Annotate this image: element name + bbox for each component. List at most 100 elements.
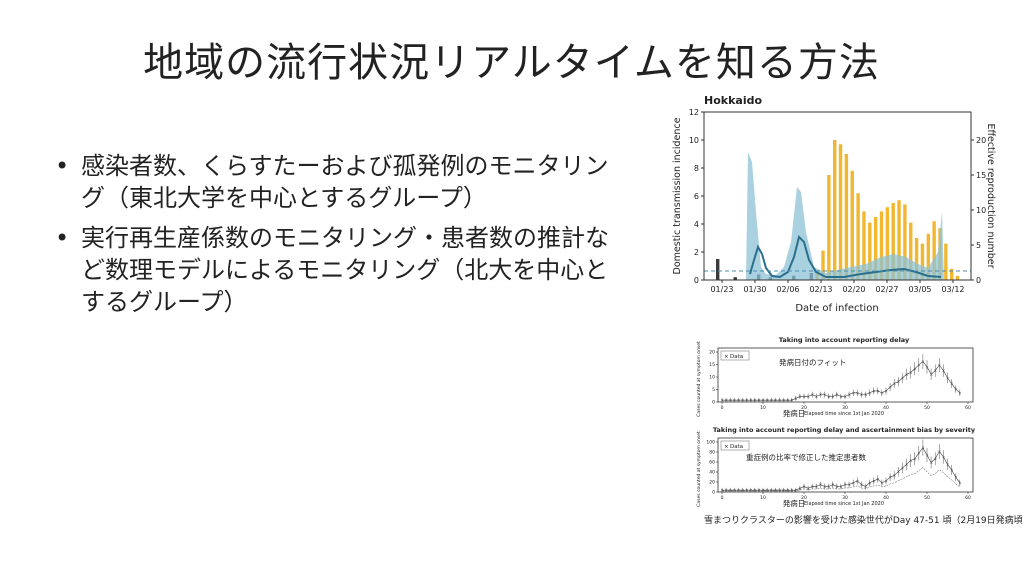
incidence-bar xyxy=(862,211,866,280)
incidence-bar xyxy=(891,203,895,280)
bullet-item: • 実行再生産係数のモニタリング・患者数の推計など数理モデルによるモニタリング（… xyxy=(55,222,630,318)
incidence-bar xyxy=(873,217,878,280)
y-tick-label: 0 xyxy=(694,276,699,285)
incidence-bar xyxy=(914,238,919,280)
x-tick-label: 0 xyxy=(721,495,724,501)
x-tick-label: 20 xyxy=(801,495,807,501)
bullet-text: 感染者数、くらすたーおよび孤発例のモニタリング（東北大学を中心とするグループ） xyxy=(81,152,609,212)
data-point: × xyxy=(958,480,961,485)
y-axis-label: Cases counted at symptom onset xyxy=(696,341,702,417)
x-tick-label: 02/06 xyxy=(776,285,799,294)
bullet-text: 実行再生産係数のモニタリング・患者数の推計など数理モデルによるモニタリング（北大… xyxy=(81,224,609,316)
incidence-bar xyxy=(932,221,936,280)
chart-annotation: 重症例の比率で修正した推定患者数 xyxy=(746,452,866,462)
y-tick-label: 10 xyxy=(709,375,715,381)
bullet-symbol: • xyxy=(55,152,70,180)
incidence-bar xyxy=(897,200,901,280)
fit-line xyxy=(722,360,961,401)
legend-box xyxy=(720,440,750,451)
x-axis-label-en: Elapsed time since 1st Jan 2020 xyxy=(804,411,884,417)
ascertainment-figure: Taking into account reporting delay and … xyxy=(694,424,984,510)
x-tick-label: 30 xyxy=(842,495,848,501)
x-axis-label-en: Elapsed time since 1st Jan 2020 xyxy=(804,501,884,507)
x-axis-label-jp: 発病日 xyxy=(783,498,806,508)
incidence-bar xyxy=(868,222,872,280)
right-y-ticks: 0 5 10 15 20 xyxy=(971,136,986,285)
x-tick-label: 30 xyxy=(842,405,848,411)
x-tick-label: 50 xyxy=(924,405,930,411)
y-tick-label: 20 xyxy=(709,350,715,356)
incidence-bar xyxy=(879,211,884,280)
y-tick-label: 12 xyxy=(689,108,699,117)
y-tick-label: 100 xyxy=(706,440,715,446)
chart-annotation: 発病日付のフィット xyxy=(779,357,846,367)
legend-box xyxy=(720,350,750,361)
incidence-bar xyxy=(827,175,831,280)
ascertainment-chart: Taking into account reporting delay and … xyxy=(696,426,976,508)
legend-marker: × xyxy=(724,444,729,450)
rt-line xyxy=(749,235,942,279)
x-tick-label: 10 xyxy=(760,495,766,501)
figure-caption: 雪まつりクラスターの影響を受けた感染世代がDay 47-51 頃（2月19日発病… xyxy=(704,516,1023,526)
plot-frame xyxy=(717,437,974,493)
left-y-axis-label: Domestic transmission incidence xyxy=(672,117,683,274)
y-tick-label: 5 xyxy=(712,387,715,393)
y-tick-label: 5 xyxy=(976,241,981,250)
figure-region-label: Hokkaido xyxy=(704,94,762,107)
x-tick-label: 02/27 xyxy=(875,285,898,294)
x-tick-label: 0 xyxy=(721,405,724,411)
data-series: ××××××××××××××××××××××××××××××××××××××××… xyxy=(721,353,962,403)
y-tick-label: 20 xyxy=(709,480,715,486)
incidence-bar xyxy=(856,193,860,280)
x-tick-label: 50 xyxy=(924,495,930,501)
x-tick-label: 02/20 xyxy=(842,285,865,294)
x-ticks: 01/23 01/30 02/06 02/13 02/20 02/27 03/05 03/12 xyxy=(710,280,965,294)
y-tick-label: 10 xyxy=(689,136,699,145)
incidence-bars xyxy=(716,140,960,280)
y-ticks: 0 20 40 60 80 100 xyxy=(706,440,718,496)
y-tick-label: 6 xyxy=(694,192,699,201)
x-ticks: 0 10 20 30 40 50 60 xyxy=(721,402,971,411)
incidence-bar xyxy=(733,277,737,280)
right-y-axis-label: Effective reproduction number xyxy=(985,123,996,268)
bullet-symbol: • xyxy=(55,224,70,252)
chart-title: Taking into account reporting delay xyxy=(779,336,910,344)
hokkaido-chart: Hokkaido 0 2 4 6 8 10 12 0 5 10 15 20 01/23 01/30 02… xyxy=(672,94,996,314)
legend-label: Data xyxy=(730,444,743,450)
incidence-bar xyxy=(850,170,854,280)
slide-title: 地域の流行状況リアルタイムを知る方法 xyxy=(143,40,880,86)
data-point: × xyxy=(958,390,961,395)
x-tick-label: 01/30 xyxy=(743,285,766,294)
x-tick-label: 60 xyxy=(965,495,971,501)
x-tick-label: 01/23 xyxy=(710,285,733,294)
x-tick-label: 10 xyxy=(760,405,766,411)
y-tick-label: 20 xyxy=(976,136,986,145)
data-series: ××××××××××××××××××××××××××××××××××××××××… xyxy=(721,439,962,493)
hokkaido-figure: Hokkaido 0 2 4 6 8 10 12 0 5 10 15 20 01/23 01/30 02… xyxy=(666,92,996,318)
incidence-bar xyxy=(944,243,948,280)
left-y-ticks: 0 2 4 6 8 10 12 xyxy=(689,108,704,285)
x-tick-label: 02/13 xyxy=(809,285,832,294)
legend-label: Data xyxy=(730,354,743,360)
delay-chart: Taking into account reporting delay × Da… xyxy=(696,336,974,418)
y-tick-label: 60 xyxy=(709,460,715,466)
y-tick-label: 2 xyxy=(694,248,699,257)
incidence-bar xyxy=(838,144,843,280)
plot-frame xyxy=(717,347,974,403)
incidence-bar xyxy=(903,204,907,280)
x-axis-label: Date of infection xyxy=(795,303,878,314)
incidence-bar xyxy=(833,140,837,280)
x-ticks: 0 10 20 30 40 50 60 xyxy=(721,492,971,501)
incidence-bar xyxy=(844,154,849,280)
x-tick-label: 60 xyxy=(965,405,971,411)
y-tick-label: 8 xyxy=(694,164,699,173)
plot-frame xyxy=(703,111,972,281)
legend-marker: × xyxy=(724,354,729,360)
x-tick-label: 20 xyxy=(801,405,807,411)
x-tick-label: 03/12 xyxy=(941,285,964,294)
y-tick-label: 15 xyxy=(709,362,715,368)
incidence-bar xyxy=(821,250,825,280)
incidence-bar xyxy=(955,275,960,280)
fit-line xyxy=(722,447,961,491)
